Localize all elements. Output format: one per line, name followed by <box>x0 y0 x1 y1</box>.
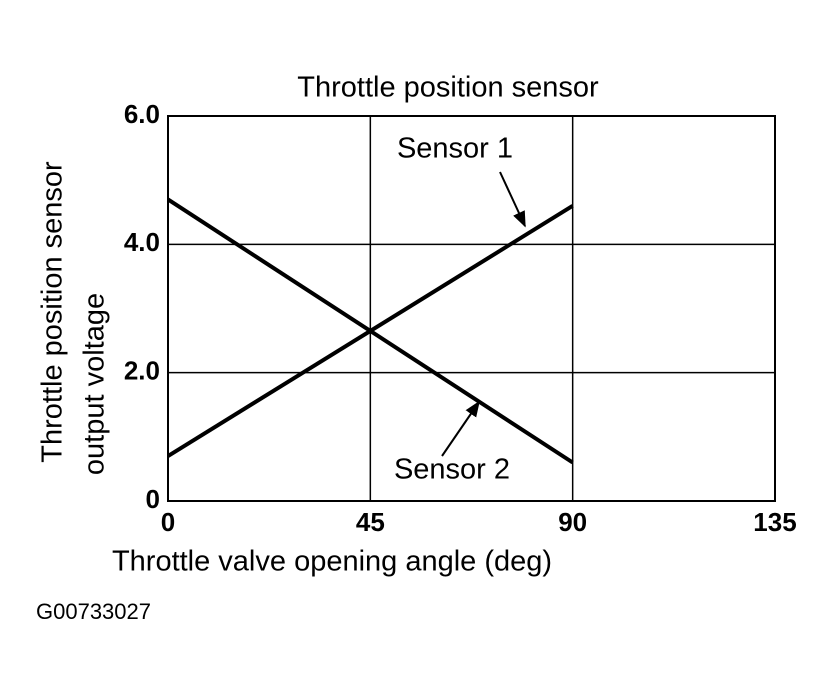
x-tick-label: 135 <box>753 507 796 537</box>
x-tick-label: 0 <box>161 507 175 537</box>
y-axis-label: Throttle position sensor <box>37 161 69 463</box>
chart-title: Throttle position sensor <box>297 72 599 104</box>
series-label: Sensor 2 <box>394 454 510 486</box>
figure-code: G00733027 <box>36 599 151 624</box>
annotation-arrow <box>499 171 526 228</box>
y-axis-label: output voltage <box>79 293 111 475</box>
annotation-arrow <box>441 400 480 457</box>
x-tick-label: 90 <box>558 507 587 537</box>
y-tick-label: 2.0 <box>124 356 160 386</box>
plot-frame <box>167 115 776 502</box>
x-axis-label: Throttle valve opening angle (deg) <box>112 546 552 578</box>
series-line <box>166 197 574 465</box>
series-label: Sensor 1 <box>397 133 513 165</box>
y-tick-label: 6.0 <box>124 99 160 129</box>
y-tick-label: 0 <box>146 484 160 514</box>
x-tick-label: 45 <box>356 507 385 537</box>
y-tick-label: 4.0 <box>124 227 160 257</box>
